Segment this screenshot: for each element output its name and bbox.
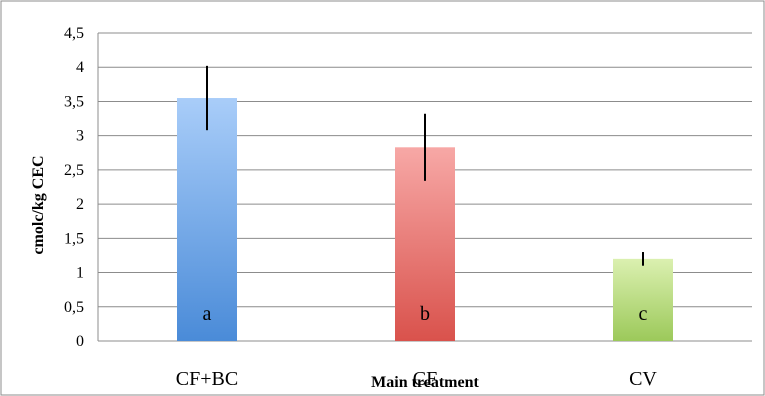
y-tick-label: 2,5 (64, 162, 84, 179)
y-axis-title: cmolc/kg CEC (30, 155, 47, 254)
y-tick-label: 3 (76, 128, 84, 145)
y-tick-labels: 0 0,5 1 1,5 2 2,5 3 3,5 4 4,5 (64, 25, 84, 350)
x-tick-labels: CF+BC CF CV (176, 368, 658, 390)
bar-cf-bc (177, 98, 237, 342)
y-tick-label: 1,5 (64, 230, 84, 247)
significance-letter: a (203, 303, 212, 325)
error-bars (206, 65, 644, 266)
x-tick-label: CF (413, 368, 437, 390)
y-tick-label: 0,5 (64, 299, 84, 316)
x-tick-label: CF+BC (176, 368, 238, 390)
y-tick-label: 2 (76, 196, 84, 213)
significance-letters: a b c (203, 303, 648, 325)
y-tick-label: 1 (76, 265, 84, 282)
y-tick-label: 4 (76, 59, 84, 76)
x-tick-label: CV (629, 368, 657, 390)
y-tick-label: 4,5 (64, 25, 84, 42)
bar-cv (613, 258, 673, 341)
y-tick-label: 3,5 (64, 93, 84, 110)
x-axis-title: Main treatment (371, 374, 479, 391)
significance-letter: c (639, 303, 648, 325)
y-tick-label: 0 (76, 333, 84, 350)
significance-letter: b (420, 303, 430, 325)
